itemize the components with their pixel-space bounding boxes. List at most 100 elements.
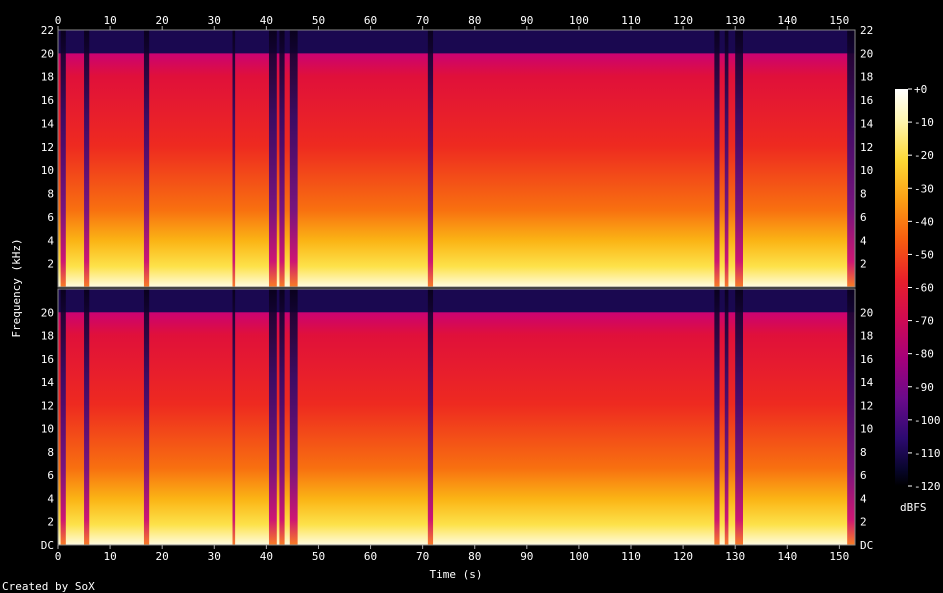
y-tick-label-left: 2 <box>47 516 54 529</box>
x-tick-label-bottom: 60 <box>364 550 377 563</box>
quiet-segment <box>735 289 744 545</box>
quiet-segment <box>735 30 744 287</box>
quiet-segment <box>427 30 434 287</box>
colorbar-tick-label: -100 <box>914 414 941 427</box>
y-tick-label-left: 20 <box>41 47 54 60</box>
y-tick-label-left: 20 <box>41 306 54 319</box>
quiet-segment <box>232 30 236 287</box>
y-tick-label-right: 8 <box>860 188 867 201</box>
x-axis-label: Time (s) <box>430 568 483 581</box>
quiet-segment <box>60 30 66 287</box>
x-tick-label-bottom: 130 <box>725 550 745 563</box>
x-tick-label-bottom: 30 <box>208 550 221 563</box>
colorbar: +0 -10 -20 -30 -40 -50 -60 -70 -80 -90 -100 -110 -12… <box>895 83 941 514</box>
x-axis-bottom: 0 10 20 30 40 50 60 70 80 90 100 110 120 130 140 150 <box>55 545 849 563</box>
y-tick-label-right: 20 <box>860 47 873 60</box>
x-tick-label-top: 100 <box>569 14 589 27</box>
above-cutoff-band <box>58 30 855 54</box>
y-tick-label-right: 22 <box>860 24 873 37</box>
x-tick-label-bottom: 0 <box>55 550 62 563</box>
channel-1-border <box>57 29 856 288</box>
x-tick-label-top: 130 <box>725 14 745 27</box>
channel-1-panel <box>57 29 856 288</box>
y-tick-label-right: 4 <box>860 492 867 505</box>
x-tick-label-bottom: 100 <box>569 550 589 563</box>
x-axis-top: 0 10 20 30 40 50 60 70 80 90 100 110 120 130 140 150 <box>55 14 849 30</box>
x-tick-label-bottom: 10 <box>103 550 116 563</box>
quiet-segment <box>84 30 90 287</box>
colorbar-tick-label: -50 <box>914 248 934 261</box>
x-tick-label-top: 80 <box>468 14 481 27</box>
colorbar-tick-label: -20 <box>914 149 934 162</box>
colorbar-label: dBFS <box>900 501 927 514</box>
quiet-segment <box>143 289 150 545</box>
above-cutoff-band <box>58 289 855 313</box>
y-tick-label-left: 14 <box>41 376 55 389</box>
y-tick-label-right: 10 <box>860 423 873 436</box>
y-axis-right: 2 4 6 8 10 12 14 16 18 20 22 DC 2 4 6 8 10 12 14 16 18 20 <box>860 24 874 552</box>
colorbar-tick-label: -60 <box>914 282 934 295</box>
y-tick-label-right: 2 <box>860 516 867 529</box>
y-tick-label-left: 6 <box>47 211 54 224</box>
y-tick-label-right: 8 <box>860 446 867 459</box>
y-tick-label-left: 10 <box>41 423 54 436</box>
quiet-segment <box>724 289 729 545</box>
y-tick-label-left: DC <box>41 539 54 552</box>
quiet-segment <box>60 289 66 545</box>
y-tick-label-right: 18 <box>860 71 873 84</box>
y-tick-label-left: 8 <box>47 446 54 459</box>
x-tick-label-top: 20 <box>156 14 169 27</box>
x-tick-label-top: 120 <box>673 14 693 27</box>
x-tick-label-top: 140 <box>777 14 797 27</box>
quiet-segment <box>279 289 285 545</box>
x-tick-label-bottom: 50 <box>312 550 325 563</box>
x-tick-label-top: 40 <box>260 14 273 27</box>
quiet-segment <box>232 289 236 545</box>
x-tick-label-bottom: 90 <box>520 550 533 563</box>
quiet-segment <box>427 289 434 545</box>
x-tick-label-top: 10 <box>103 14 116 27</box>
x-tick-label-top: 30 <box>208 14 221 27</box>
channel-1-quiet-bands <box>58 30 855 287</box>
y-tick-label-left: 12 <box>41 141 54 154</box>
colorbar-tick-label: -120 <box>914 480 941 493</box>
colorbar-tick-label: -90 <box>914 381 934 394</box>
x-tick-label-top: 150 <box>829 14 849 27</box>
y-tick-label-left: 16 <box>41 94 54 107</box>
y-tick-label-left: 4 <box>47 234 54 247</box>
y-tick-label-right: 12 <box>860 399 873 412</box>
y-tick-label-left: 4 <box>47 492 54 505</box>
y-tick-label-left: 14 <box>41 117 55 130</box>
quiet-segment <box>847 30 855 287</box>
y-tick-label-right: 14 <box>860 376 874 389</box>
x-tick-label-bottom: 110 <box>621 550 641 563</box>
x-tick-label-top: 60 <box>364 14 377 27</box>
quiet-segment <box>268 289 277 545</box>
y-tick-label-right: 2 <box>860 258 867 271</box>
y-tick-label-right: 18 <box>860 330 873 343</box>
y-tick-label-right: 4 <box>860 234 867 247</box>
x-tick-label-bottom: 40 <box>260 550 273 563</box>
y-tick-label-right: 6 <box>860 469 867 482</box>
colorbar-tick-label: +0 <box>914 83 927 96</box>
y-tick-label-left: 6 <box>47 469 54 482</box>
channel-2-panel <box>57 288 856 546</box>
quiet-segment <box>289 289 298 545</box>
colorbar-tick-label: -30 <box>914 182 934 195</box>
y-tick-label-left: 8 <box>47 188 54 201</box>
quiet-segment <box>714 289 720 545</box>
y-tick-label-left: 18 <box>41 330 54 343</box>
y-tick-label-left: 2 <box>47 258 54 271</box>
channel-1-background <box>58 30 855 287</box>
colorbar-tick-label: -40 <box>914 215 934 228</box>
colorbar-tick-label: -10 <box>914 116 934 129</box>
channel-2-quiet-bands <box>58 289 855 545</box>
x-tick-label-top: 0 <box>55 14 62 27</box>
x-tick-label-top: 70 <box>416 14 429 27</box>
y-tick-label-right: DC <box>860 539 873 552</box>
y-tick-label-right: 12 <box>860 141 873 154</box>
y-tick-label-right: 6 <box>860 211 867 224</box>
x-tick-label-bottom: 140 <box>777 550 797 563</box>
quiet-segment <box>143 30 150 287</box>
